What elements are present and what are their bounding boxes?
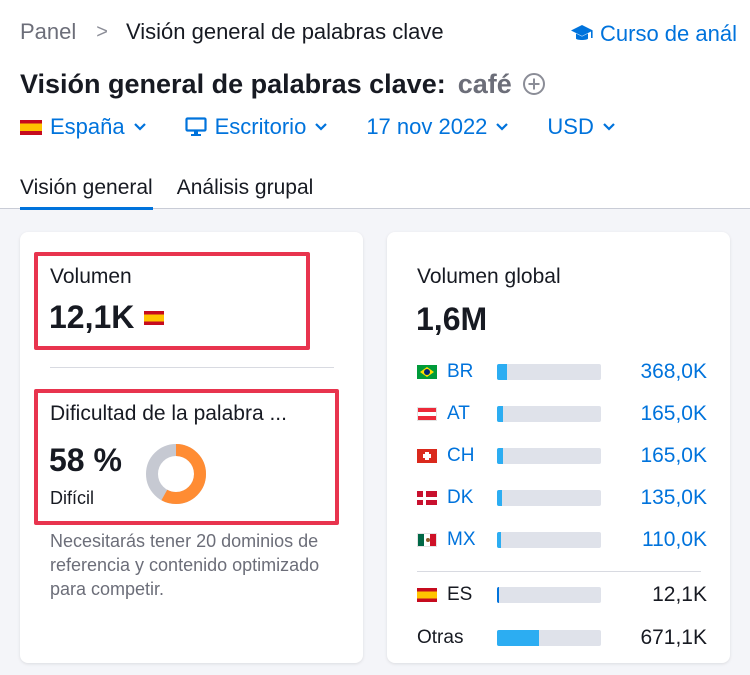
volume-bar [497,630,601,646]
volume-bar-fill [497,587,500,603]
page-title-text: Visión general de palabras clave: [20,68,446,99]
difficulty-level: Difícil [50,488,94,508]
volume-value-text: 12,1K [49,299,135,335]
add-keyword-icon[interactable] [522,72,546,96]
volume-bar [497,364,601,380]
global-volume-label: Volumen global [417,265,561,288]
country-volume: 12,1K [652,583,707,606]
volume-value: 12,1K [49,299,172,336]
country-volume[interactable]: 165,0K [640,402,707,425]
card-divider [417,571,701,572]
volume-bar-fill [497,448,503,464]
flag-denmark-icon [417,491,437,505]
date-select[interactable]: 17 nov 2022 [366,114,509,140]
chevron-down-icon [495,122,509,132]
volume-bar-fill [497,406,503,422]
country-code[interactable]: BR [447,361,474,382]
country-row-spain: ES 12,1K [417,580,707,610]
difficulty-note: Necesitarás tener 20 dominios de referen… [50,531,320,599]
other-countries-label: Otras [417,627,464,648]
flag-spain-icon [144,310,165,325]
breadcrumb-separator: > [96,20,108,43]
country-volume[interactable]: 165,0K [640,444,707,467]
keyword: café [457,68,512,99]
country-volume[interactable]: 110,0K [642,528,707,551]
country-volume[interactable]: 135,0K [640,486,707,509]
volume-bar-fill [497,364,508,380]
course-link-label: Curso de anál [600,21,737,46]
country-code[interactable]: DK [447,487,474,508]
country-code[interactable]: MX [447,529,476,550]
difficulty-highlight [34,389,339,525]
volume-label: Volumen [50,265,132,288]
flag-switzerland-icon [417,449,437,463]
global-volume-value: 1,6M [416,301,488,337]
chevron-down-icon [314,122,328,132]
tab-cluster-analysis[interactable]: Análisis grupal [176,176,314,199]
breadcrumb: Panel > Visión general de palabras clave [20,18,444,46]
volume-bar-fill [497,532,502,548]
volume-bar [497,406,601,422]
graduation-cap-icon [571,25,593,40]
country-row[interactable]: AT 165,0K [417,399,707,429]
country-row[interactable]: DK 135,0K [417,483,707,513]
chevron-down-icon [602,122,616,132]
volume-bar [497,587,601,603]
currency-select[interactable]: USD [547,114,615,140]
volume-highlight [34,252,310,350]
country-select[interactable]: España [20,114,147,140]
flag-austria-icon [417,407,437,421]
filter-bar: España Escritorio 17 nov 2022 USD [20,110,654,144]
other-countries-volume: 671,1K [640,626,707,649]
difficulty-donut [146,444,206,504]
country-select-value: España [50,114,125,139]
flag-spain-icon [20,119,42,135]
card-divider [50,367,334,368]
flag-spain-icon [417,588,437,602]
difficulty-percent: 58 % [49,442,122,478]
breadcrumb-root[interactable]: Panel [20,19,77,44]
flag-brazil-icon [417,365,437,379]
course-link[interactable]: Curso de anál [570,20,737,48]
country-row[interactable]: MX 110,0K [417,525,707,555]
chevron-down-icon [133,122,147,132]
currency-select-value: USD [547,114,594,139]
volume-bar-fill [497,630,539,646]
volume-bar [497,490,601,506]
tab-overview[interactable]: Visión general [20,170,153,210]
device-select-value: Escritorio [214,114,307,139]
volume-bar-fill [497,490,503,506]
country-code: ES [447,584,473,605]
other-countries-row: Otras 671,1K [417,623,707,653]
country-code[interactable]: AT [447,403,470,424]
global-volume-card: Volumen global 1,6M BR 368,0K AT 165,0K … [387,232,730,663]
country-row[interactable]: CH 165,0K [417,441,707,471]
country-code[interactable]: CH [447,445,475,466]
desktop-icon [185,117,207,136]
tab-bar: Visión general Análisis grupal [20,170,337,210]
volume-difficulty-card: Volumen 12,1K Dificultad de la palabra .… [20,232,363,663]
country-volume[interactable]: 368,0K [640,360,707,383]
volume-bar [497,532,601,548]
page-header: Panel > Visión general de palabras clave… [0,0,750,210]
breadcrumb-current: Visión general de palabras clave [125,19,444,44]
date-select-value: 17 nov 2022 [366,114,488,139]
country-row[interactable]: BR 368,0K [417,357,707,387]
difficulty-label: Dificultad de la palabra ... [50,402,287,425]
volume-bar [497,448,601,464]
difficulty-donut-fill [146,444,206,504]
page-title: Visión general de palabras clave: café [20,66,546,102]
device-select[interactable]: Escritorio [185,114,329,140]
flag-mexico-icon [417,533,437,547]
